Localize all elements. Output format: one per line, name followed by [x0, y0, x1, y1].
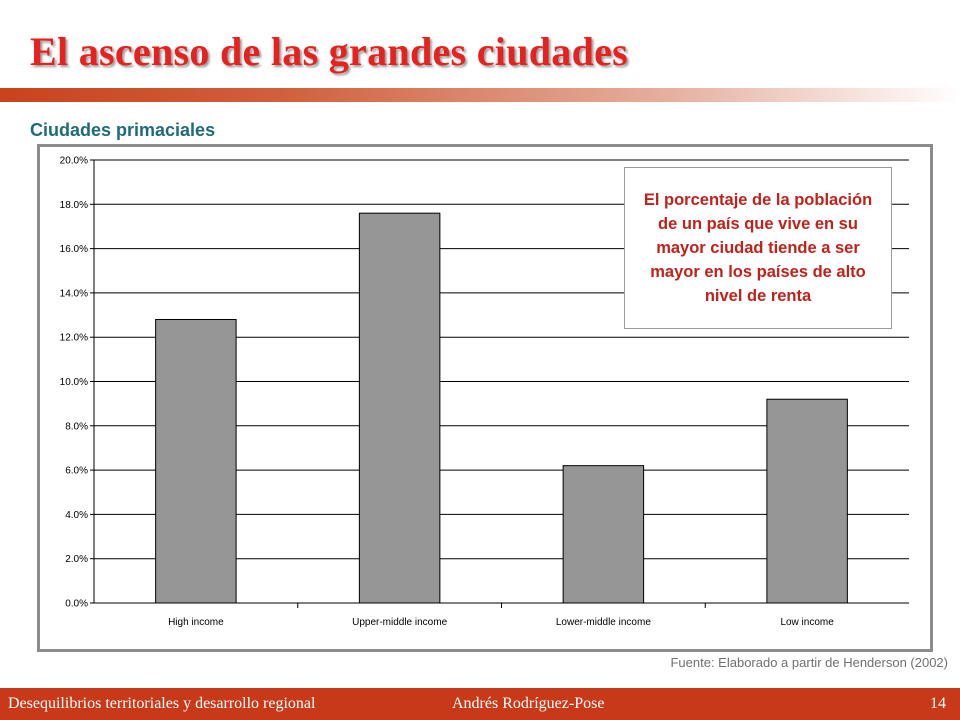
slide-title: El ascenso de las grandes ciudades: [30, 29, 629, 74]
page-number: 14: [930, 695, 946, 712]
footer-course: Desequilibrios territoriales y desarroll…: [8, 695, 316, 712]
y-tick-label: 18.0%: [60, 200, 88, 211]
bar-4: [766, 398, 848, 604]
y-tick-label: 16.0%: [60, 244, 88, 255]
callout-box: El porcentaje de la población de un país…: [624, 167, 892, 329]
bar-chart: 0.0% 2.0% 4.0% 6.0% 8.0% 10.0% 12.0% 14.0% 16.0%…: [60, 156, 909, 628]
x-category-label: Lower-middle income: [556, 617, 651, 628]
footer-bar: Desequilibrios territoriales y desarroll…: [0, 688, 960, 720]
y-tick-label: 10.0%: [60, 377, 88, 388]
y-tick-label: 0.0%: [65, 599, 88, 610]
x-category-label: Low income: [780, 617, 834, 628]
bar-2: [358, 212, 441, 604]
y-tick-label: 14.0%: [60, 288, 88, 299]
y-tick-label: 20.0%: [60, 156, 88, 167]
chart-subtitle: Ciudades primaciales: [30, 120, 216, 140]
title-underline-bar: [0, 88, 960, 102]
bar-3: [562, 465, 645, 604]
bar-1: [155, 318, 237, 604]
y-tick-label: 8.0%: [65, 421, 88, 432]
footer-author: Andrés Rodríguez-Pose: [452, 695, 605, 712]
callout-text: El porcentaje de la población de un país…: [643, 191, 873, 305]
y-tick-label: 2.0%: [65, 554, 88, 565]
x-category-label: Upper-middle income: [352, 617, 447, 628]
x-category-label: High income: [168, 617, 224, 628]
y-tick-label: 6.0%: [65, 466, 88, 477]
y-tick-label: 12.0%: [60, 333, 88, 344]
y-tick-label: 4.0%: [65, 510, 88, 521]
source-note: Fuente: Elaborado a partir de Henderson …: [670, 655, 948, 670]
